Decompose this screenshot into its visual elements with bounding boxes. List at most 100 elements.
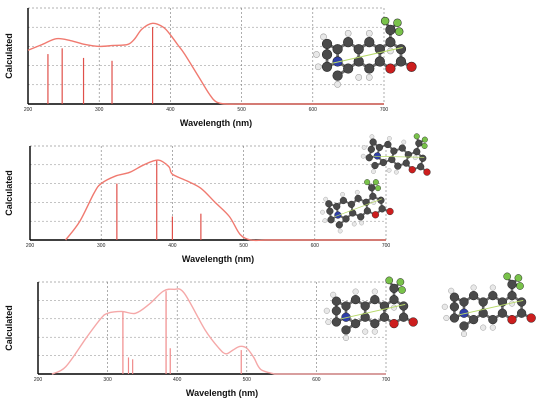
carbon-atom bbox=[332, 44, 343, 55]
carbon-atom bbox=[415, 139, 423, 147]
spectrum-curve bbox=[27, 22, 384, 105]
carbon-atom bbox=[364, 63, 375, 74]
x-tick-label: 500 bbox=[243, 377, 252, 383]
coumarin-molecule-right-icon bbox=[441, 272, 536, 338]
oxygen-atom bbox=[507, 314, 517, 325]
x-axis-label: Wavelength (nm) bbox=[186, 388, 258, 398]
hydrogen-atom bbox=[313, 51, 320, 58]
carbon-atom bbox=[468, 314, 479, 325]
carbon-atom bbox=[350, 294, 361, 305]
hydrogen-atom bbox=[443, 314, 450, 322]
carbon-atom bbox=[343, 63, 354, 74]
carbon-atom bbox=[413, 148, 421, 156]
dipole-vector bbox=[334, 198, 383, 218]
dipole-vector bbox=[373, 155, 425, 158]
x-tick-label: 400 bbox=[173, 377, 182, 383]
dipole-vector bbox=[341, 303, 406, 320]
x-tick-label: 700 bbox=[382, 377, 391, 383]
carbon-atom bbox=[333, 202, 341, 211]
hydrogen-atom bbox=[480, 324, 487, 331]
x-tick-label: 600 bbox=[312, 377, 321, 383]
x-axis-label: Wavelength (nm) bbox=[180, 118, 252, 128]
spectrum-chart-2: 200 300 400 500 600 700 Wavelength (nm) Calcula… bbox=[4, 133, 431, 264]
carbon-atom bbox=[364, 37, 375, 48]
carbon-atom bbox=[341, 325, 351, 335]
carbon-atom bbox=[389, 294, 399, 305]
fluorine-atom bbox=[398, 286, 406, 294]
carbon-atom bbox=[497, 308, 508, 318]
hydrogen-atom bbox=[365, 30, 373, 37]
carbon-atom bbox=[374, 56, 385, 67]
carbon-atom bbox=[371, 161, 379, 170]
carbon-atom bbox=[327, 216, 335, 224]
carbon-atom bbox=[398, 301, 409, 311]
hydrogen-atom bbox=[352, 288, 359, 295]
spectrum-curve bbox=[51, 288, 386, 375]
carbon-atom bbox=[404, 151, 412, 159]
carbon-atom bbox=[360, 301, 370, 311]
hydrogen-atom bbox=[371, 169, 376, 174]
carbon-atom bbox=[478, 297, 488, 307]
fluorine-atom bbox=[393, 18, 402, 28]
hydrogen-atom bbox=[412, 155, 418, 161]
x-tick-label: 700 bbox=[380, 107, 389, 113]
fluorine-atom bbox=[394, 27, 404, 36]
hydrogen-atom bbox=[365, 74, 373, 81]
carbon-atom bbox=[369, 192, 377, 200]
hydrogen-atom bbox=[355, 74, 363, 81]
hydrogen-atom bbox=[460, 330, 468, 338]
carbon-atom bbox=[332, 70, 343, 81]
hydrogen-atom bbox=[322, 218, 328, 223]
spectrum-panel-3: 200 300 400 500 600 700 Wavelength (nm) Calcula… bbox=[0, 270, 550, 402]
x-tick-label: 400 bbox=[166, 107, 175, 113]
fluorine-atom bbox=[413, 133, 420, 140]
coumarin-molecule-left-icon bbox=[323, 276, 418, 342]
y-axis-label: Calculated bbox=[4, 305, 14, 351]
coumarin-molecule-icon bbox=[313, 16, 417, 88]
hydrogen-atom bbox=[337, 228, 343, 234]
carbon-atom bbox=[321, 61, 333, 72]
hydrogen-atom bbox=[320, 33, 327, 41]
hydrogen-atom bbox=[361, 145, 367, 150]
carbon-atom bbox=[321, 38, 333, 50]
hydrogen-atom bbox=[342, 334, 350, 342]
carbon-atom bbox=[331, 317, 342, 327]
carbon-atom bbox=[516, 297, 527, 307]
carbon-atom bbox=[449, 292, 460, 302]
carbon-atom bbox=[349, 209, 357, 217]
carbon-atom bbox=[417, 163, 425, 171]
carbon-atom bbox=[488, 314, 498, 325]
carbon-atom bbox=[378, 205, 386, 213]
hydrogen-atom bbox=[393, 169, 399, 175]
x-tick-label: 200 bbox=[26, 243, 35, 249]
hydrogen-atom bbox=[344, 30, 352, 37]
hydrogen-atom bbox=[387, 136, 392, 141]
oxygen-atom bbox=[406, 61, 417, 72]
carbon-atom bbox=[365, 154, 373, 162]
hydrogen-atom bbox=[340, 192, 345, 197]
carbon-atom bbox=[395, 44, 407, 55]
hydrogen-atom bbox=[351, 221, 357, 227]
carbon-atom bbox=[402, 159, 410, 167]
hydrogen-atom bbox=[489, 324, 496, 331]
carbon-atom bbox=[468, 290, 479, 301]
carbon-atom bbox=[385, 24, 396, 35]
x-tick-label: 300 bbox=[95, 107, 104, 113]
carbon-atom bbox=[367, 145, 375, 153]
carbon-atom bbox=[347, 200, 356, 208]
carbon-atom bbox=[507, 279, 517, 290]
x-tick-label: 600 bbox=[311, 243, 320, 249]
y-axis-label: Calculated bbox=[4, 33, 14, 79]
hydrogen-atom bbox=[314, 63, 322, 71]
hydrogen-atom bbox=[325, 318, 332, 326]
hydrogen-atom bbox=[369, 134, 375, 140]
carbon-atom bbox=[507, 290, 517, 301]
carbon-atom bbox=[369, 138, 377, 146]
carbon-atom bbox=[370, 318, 380, 329]
hydrogen-atom bbox=[371, 288, 378, 295]
carbon-atom bbox=[339, 196, 347, 205]
x-tick-label: 300 bbox=[97, 243, 106, 249]
fluorine-atom bbox=[364, 179, 371, 186]
dipole-vector bbox=[332, 46, 403, 64]
